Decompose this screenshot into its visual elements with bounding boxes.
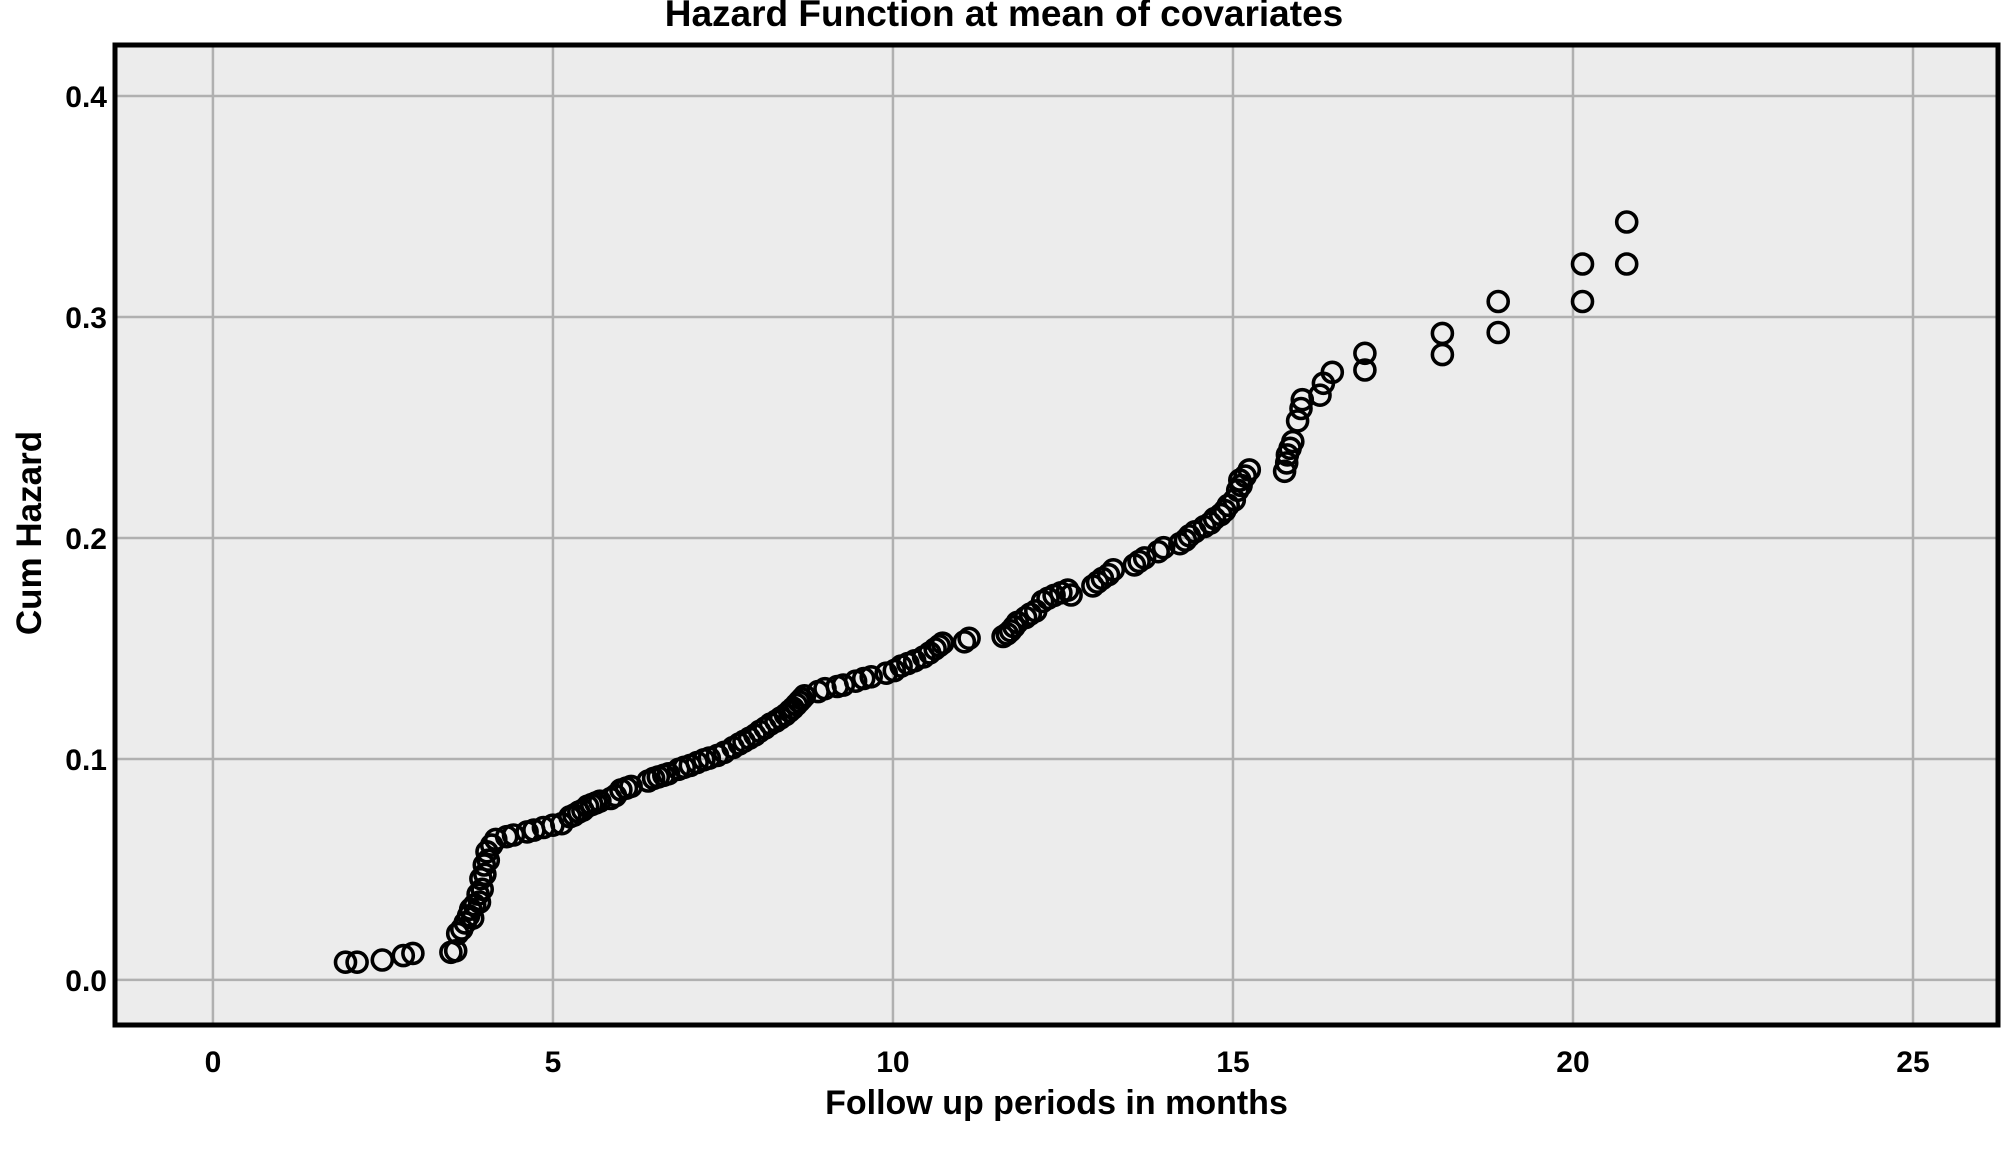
y-tick-label-0.0: 0.0 bbox=[65, 965, 107, 998]
data-point bbox=[1132, 546, 1157, 570]
plot-frame bbox=[112, 42, 2001, 1028]
data-point bbox=[1353, 341, 1377, 366]
data-point bbox=[1614, 252, 1639, 276]
data-point bbox=[473, 862, 497, 887]
data-point bbox=[345, 950, 369, 975]
data-point bbox=[1353, 358, 1377, 382]
x-tick-label-15: 15 bbox=[1216, 1046, 1249, 1079]
x-axis-label: Follow up periods in months bbox=[825, 1084, 1288, 1122]
data-point bbox=[401, 941, 425, 966]
data-point bbox=[1101, 557, 1126, 582]
data-point bbox=[1320, 360, 1345, 385]
data-point bbox=[470, 877, 495, 902]
data-point bbox=[1285, 409, 1310, 433]
data-point bbox=[466, 882, 490, 907]
data-point bbox=[1274, 451, 1299, 475]
x-tick-label-0: 0 bbox=[205, 1046, 222, 1079]
y-tick-label-0.4: 0.4 bbox=[65, 81, 107, 114]
data-point bbox=[588, 789, 612, 814]
data-point bbox=[831, 673, 856, 697]
y-tick-label-0.3: 0.3 bbox=[65, 302, 107, 335]
data-point bbox=[1308, 383, 1332, 408]
data-point bbox=[1486, 320, 1510, 345]
data-point bbox=[930, 631, 955, 656]
data-point bbox=[1146, 539, 1170, 564]
data-point bbox=[957, 626, 981, 651]
x-tick-label-5: 5 bbox=[545, 1046, 562, 1079]
data-point bbox=[1570, 252, 1595, 276]
data-point bbox=[1151, 535, 1176, 560]
data-point bbox=[333, 950, 358, 975]
data-point bbox=[1059, 583, 1083, 607]
x-tick-label-25: 25 bbox=[1896, 1046, 1929, 1079]
data-point bbox=[1430, 321, 1455, 346]
data-point bbox=[787, 689, 811, 714]
data-point bbox=[1570, 289, 1595, 314]
x-tick-label-10: 10 bbox=[876, 1046, 909, 1079]
data-point bbox=[859, 664, 884, 689]
data-point bbox=[1289, 396, 1313, 421]
plot-area bbox=[115, 45, 1998, 1025]
data-point bbox=[1486, 289, 1510, 314]
y-tick-label-0.1: 0.1 bbox=[65, 744, 107, 777]
data-point bbox=[792, 683, 817, 708]
data-point bbox=[476, 848, 501, 873]
data-point bbox=[443, 938, 468, 963]
chart-title: Hazard Function at mean of covariates bbox=[664, 0, 1344, 34]
data-point bbox=[952, 629, 977, 654]
data-point bbox=[391, 943, 416, 968]
data-point bbox=[1614, 210, 1639, 234]
data-point bbox=[1237, 458, 1262, 482]
data-point bbox=[370, 948, 395, 972]
y-tick-label-0.2: 0.2 bbox=[65, 523, 107, 556]
data-point bbox=[1096, 562, 1121, 587]
data-point bbox=[927, 633, 952, 658]
data-point bbox=[472, 853, 497, 877]
x-tick-label-20: 20 bbox=[1556, 1046, 1589, 1079]
data-points bbox=[333, 210, 1639, 975]
